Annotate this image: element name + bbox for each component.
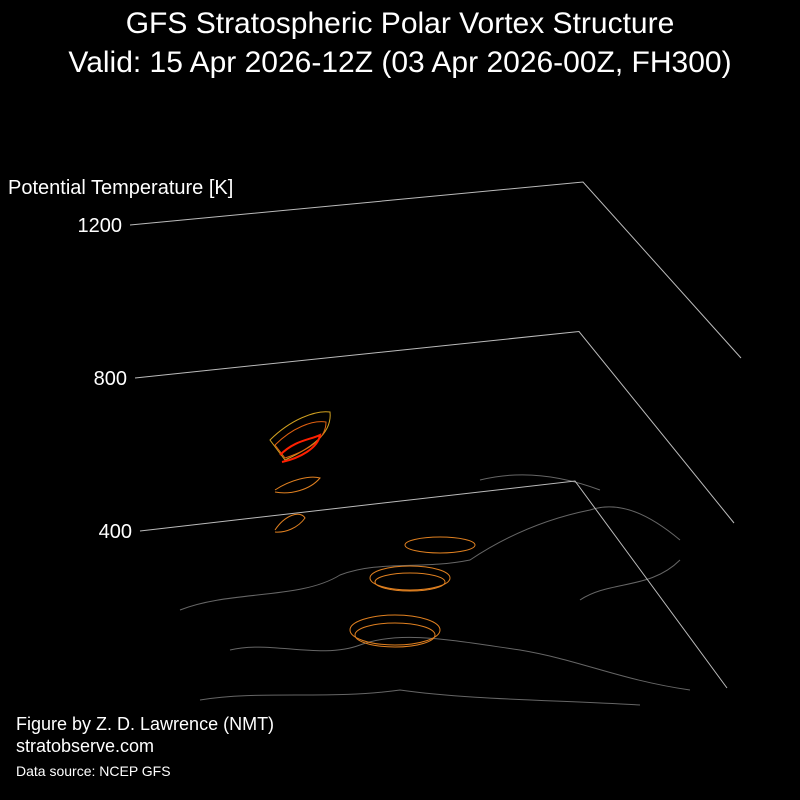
data-source: Data source: NCEP GFS xyxy=(16,763,171,779)
z-tick-label: 400 xyxy=(99,521,132,543)
z-plane xyxy=(134,330,735,524)
z-tick-label: 1200 xyxy=(78,215,123,237)
contours-low xyxy=(274,476,476,648)
z-plane xyxy=(139,480,728,689)
z-plane xyxy=(129,181,742,359)
contours-high xyxy=(269,411,331,463)
z-tick-label: 800 xyxy=(94,368,127,390)
z-axis-label: Potential Temperature [K] xyxy=(8,177,233,199)
chart-title: GFS Stratospheric Polar Vortex Structure xyxy=(126,7,675,40)
coastlines xyxy=(179,474,691,706)
credit: Figure by Z. D. Lawrence (NMT) xyxy=(16,714,274,734)
chart-subtitle: Valid: 15 Apr 2026-12Z (03 Apr 2026-00Z,… xyxy=(68,46,731,79)
website: stratobserve.com xyxy=(16,736,154,756)
